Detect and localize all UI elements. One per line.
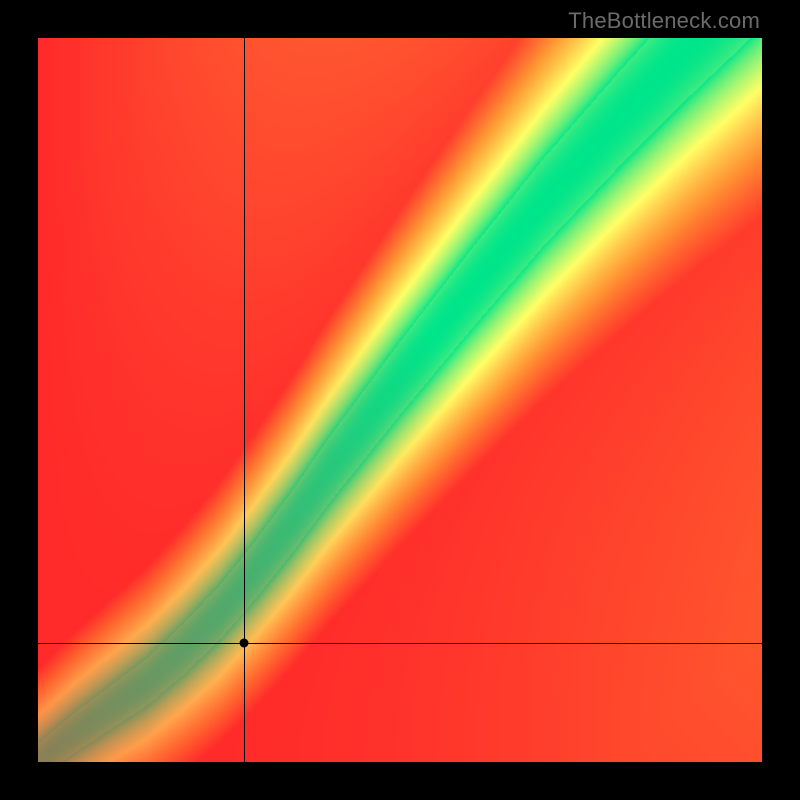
watermark-text: TheBottleneck.com	[568, 8, 760, 34]
crosshair-vertical-line	[244, 38, 245, 762]
bottleneck-heatmap-canvas	[38, 38, 762, 762]
heatmap-plot-area	[38, 38, 762, 762]
crosshair-horizontal-line	[38, 643, 762, 644]
selection-marker-dot	[240, 638, 249, 647]
